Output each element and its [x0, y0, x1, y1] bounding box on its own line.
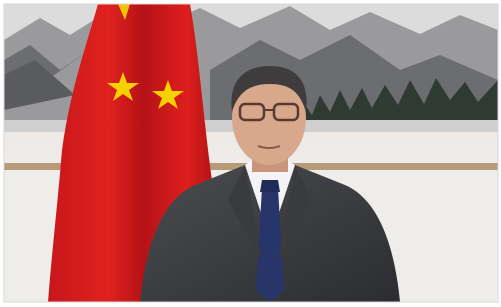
tie-knot — [260, 180, 280, 192]
scene — [0, 0, 501, 307]
page: {} — [0, 0, 501, 307]
